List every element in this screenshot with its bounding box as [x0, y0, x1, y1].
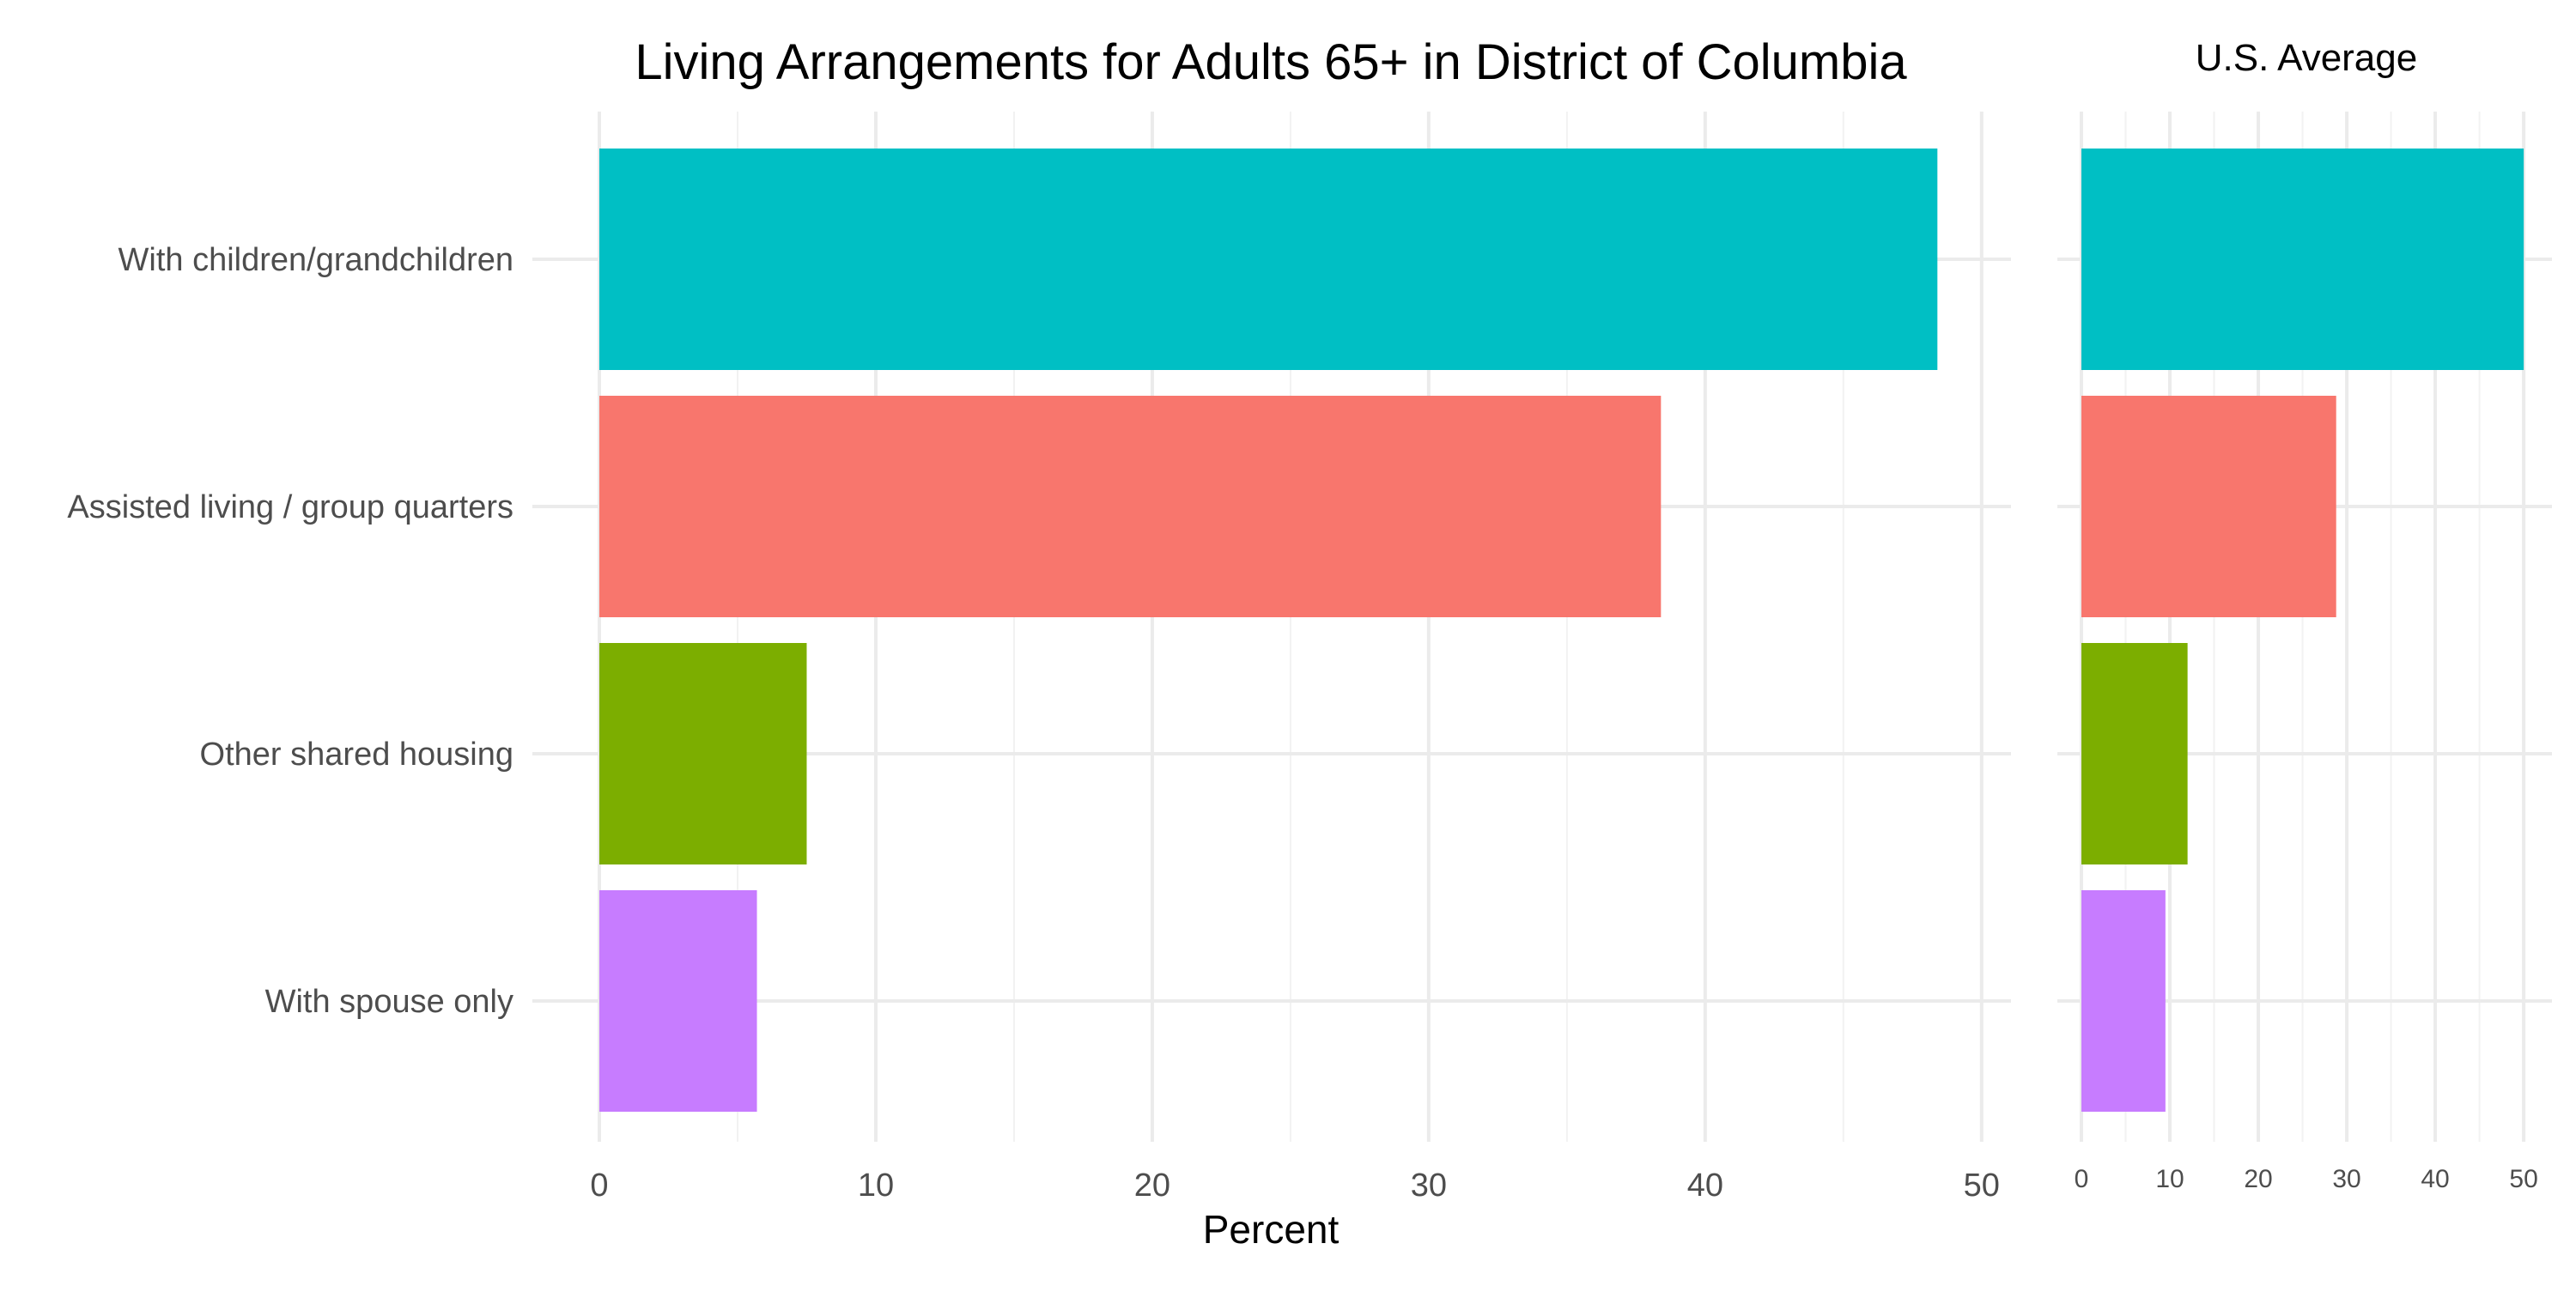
us-x-tick-label: 30	[2332, 1165, 2360, 1193]
us-average-title: U.S. Average	[2196, 37, 2417, 79]
chart-title: Living Arrangements for Adults 65+ in Di…	[635, 34, 1907, 90]
main-x-tick-label: 10	[858, 1168, 894, 1204]
main-x-tick-label: 0	[590, 1168, 608, 1204]
us-x-tick-label: 20	[2244, 1165, 2272, 1193]
us-x-tick-label: 10	[2155, 1165, 2184, 1193]
category-label: Other shared housing	[200, 737, 513, 773]
us-x-tick-label: 40	[2421, 1165, 2449, 1193]
us-x-tick-label: 0	[2075, 1165, 2089, 1193]
us-x-tick-label: 50	[2509, 1165, 2537, 1193]
main-x-tick-label: 30	[1411, 1168, 1447, 1204]
dc-bar-1	[599, 149, 1938, 370]
category-label: Assisted living / group quarters	[67, 489, 513, 525]
main-x-tick-label: 50	[1964, 1168, 2000, 1204]
dc-bar-4	[599, 890, 757, 1112]
us-bar-2	[2081, 396, 2336, 617]
us-bar-4	[2081, 890, 2166, 1112]
main-x-tick-label: 20	[1134, 1168, 1170, 1204]
dc-bar-3	[599, 643, 807, 864]
us-bar-1	[2081, 149, 2524, 370]
category-label: With spouse only	[265, 984, 513, 1020]
main-x-tick-label: 40	[1687, 1168, 1723, 1204]
x-axis-label: Percent	[1203, 1207, 1340, 1252]
us-bar-3	[2081, 643, 2188, 864]
dc-bar-2	[599, 396, 1662, 617]
category-label: With children/grandchildren	[118, 242, 513, 278]
